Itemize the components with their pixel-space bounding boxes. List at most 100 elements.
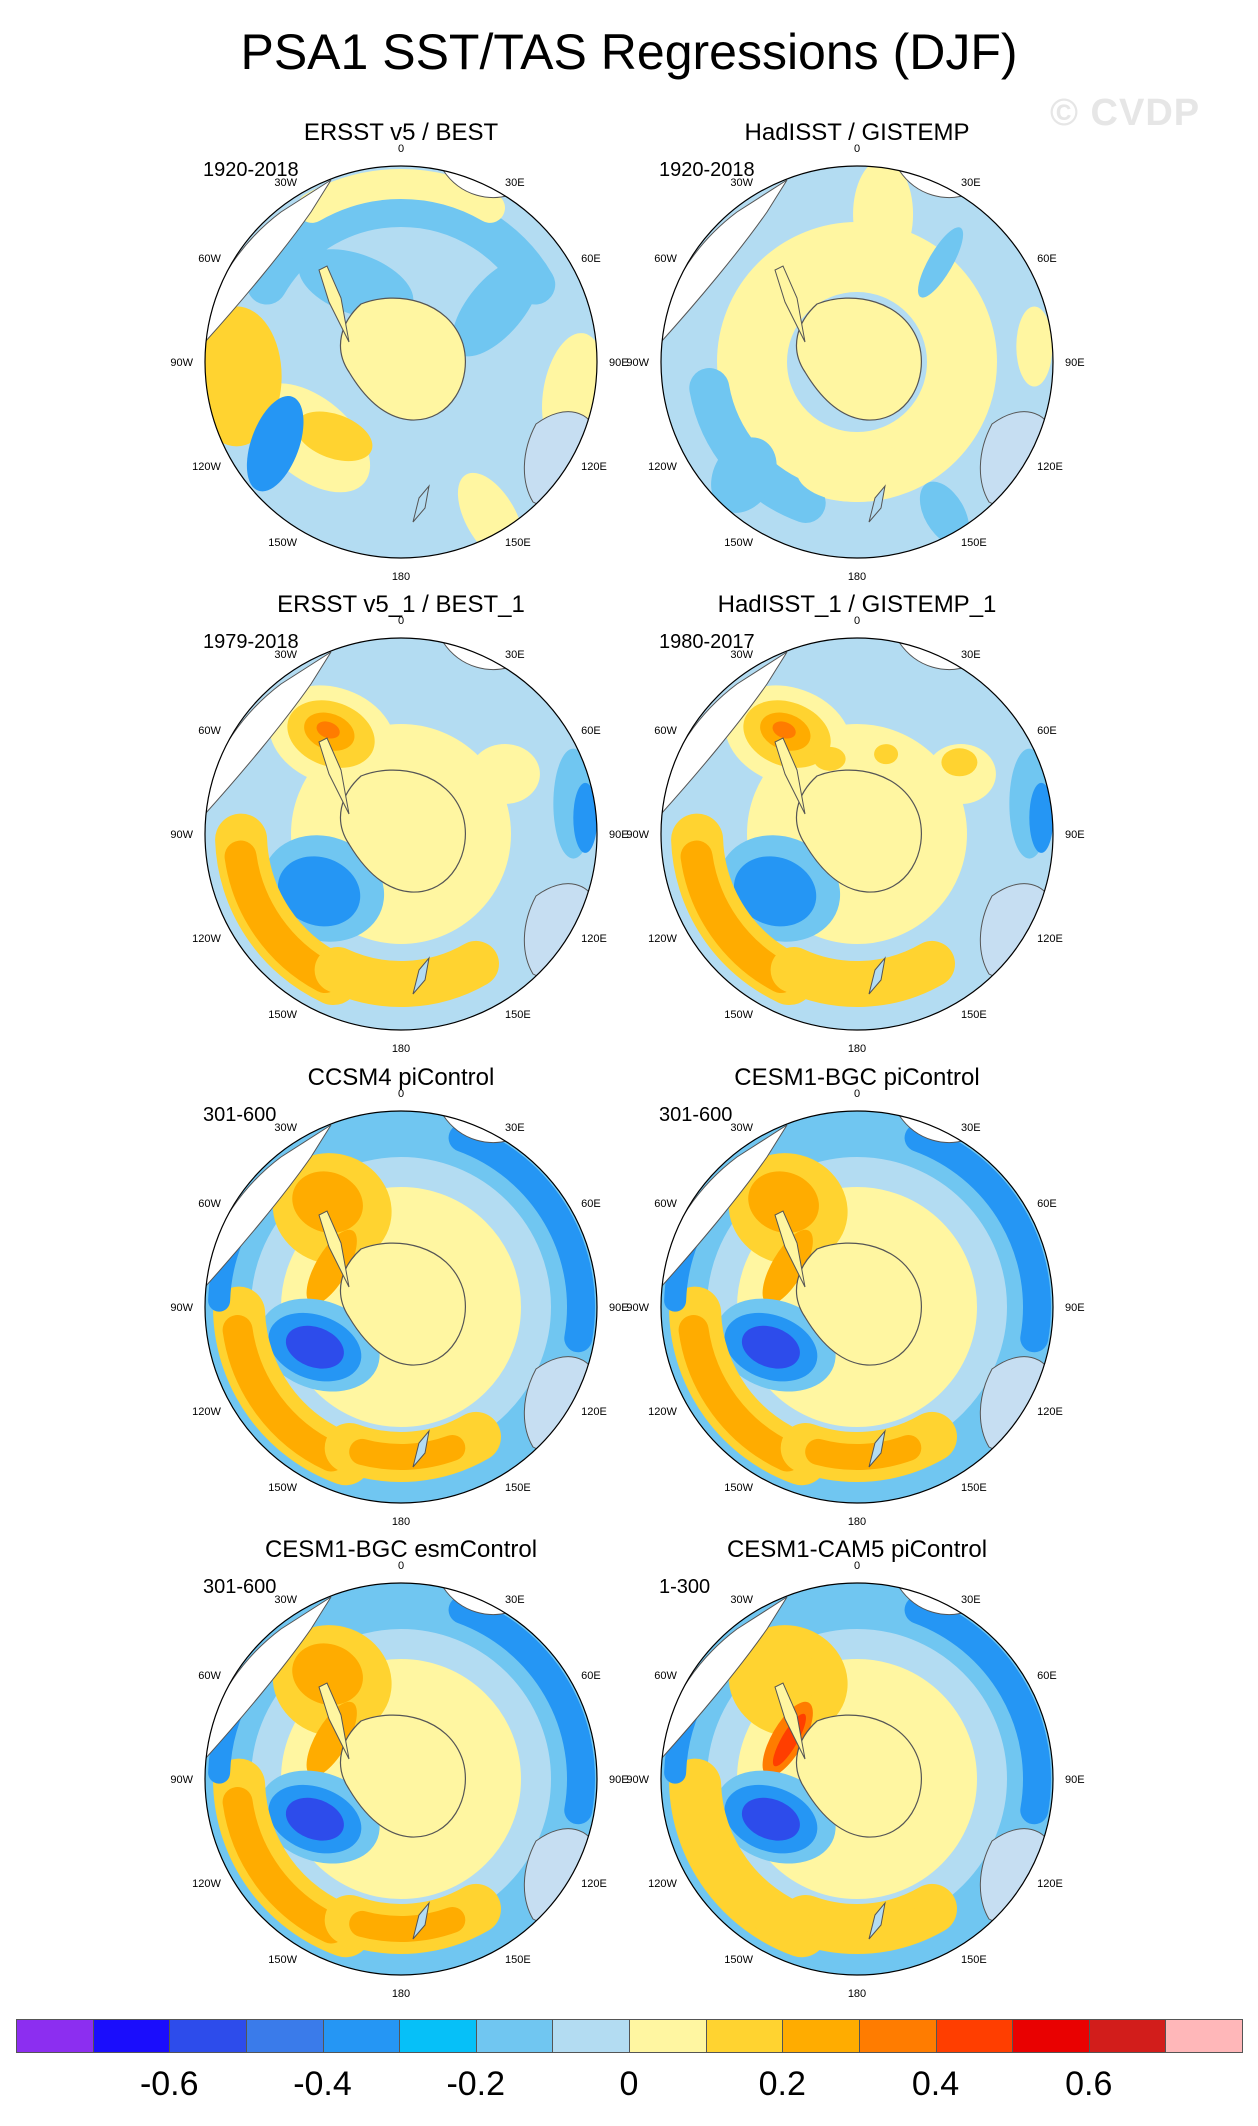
longitude-label: 30W bbox=[274, 177, 297, 189]
warm-anomaly bbox=[205, 306, 282, 447]
longitude-label: 30W bbox=[730, 1594, 753, 1606]
warm-arc bbox=[770, 940, 955, 1007]
longitude-label: 60W bbox=[654, 253, 677, 265]
panel-title: CESM1-CAM5 piControl bbox=[726, 1536, 988, 1563]
longitude-label: 150E bbox=[961, 1954, 987, 1966]
cold-anomaly bbox=[285, 1797, 344, 1841]
map-panel-6: CESM1-BGC piControl 301-600 0 30E 60E 90E 12… bbox=[626, 1063, 1087, 1533]
antarctica bbox=[339, 1714, 466, 1838]
panel-title: CESM1-BGC esmControl bbox=[264, 1536, 538, 1563]
longitude-label: 120W bbox=[192, 461, 221, 473]
antarctic-peninsula bbox=[318, 1210, 350, 1288]
longitude-label: 30E bbox=[505, 649, 525, 661]
longitude-label: 60E bbox=[581, 1670, 601, 1682]
longitude-label: 30W bbox=[730, 177, 753, 189]
antarctic-peninsula bbox=[774, 1210, 806, 1288]
longitude-label: 180 bbox=[848, 1516, 866, 1528]
colorbar-box bbox=[245, 2019, 324, 2053]
polar-map: 0 30E 60E 90E 120E 150E 180 150W 120W 90W 60W 30W bbox=[626, 615, 1084, 1055]
cold-anomaly bbox=[573, 782, 597, 853]
longitude-label: 60W bbox=[198, 253, 221, 265]
longitude-label: 30W bbox=[274, 1122, 297, 1134]
warm-anomaly bbox=[748, 1171, 819, 1233]
longitude-label: 60E bbox=[581, 725, 601, 737]
polar-map: 0 30E 60E 90E 120E 150E 180 150W 120W 90W 60W 30W bbox=[170, 1088, 628, 1528]
longitude-label: 150E bbox=[961, 1482, 987, 1494]
antarctic-peninsula bbox=[318, 1682, 350, 1760]
longitude-label: 90W bbox=[170, 1302, 193, 1314]
polar-map: 0 30E 60E 90E 120E 150E 180 150W 120W 90W 60W 30W bbox=[626, 1560, 1084, 2000]
panel-period: 1980-2017 bbox=[659, 631, 755, 653]
longitude-label: 150W bbox=[724, 1482, 753, 1494]
map-border bbox=[660, 1110, 1054, 1504]
longitude-label: 150E bbox=[961, 537, 987, 549]
longitude-label: 180 bbox=[848, 571, 866, 583]
warm-anomaly bbox=[295, 411, 373, 462]
longitude-label: 120E bbox=[1037, 461, 1063, 473]
warm-arc bbox=[678, 1314, 803, 1472]
longitude-label: 120E bbox=[581, 933, 607, 945]
map-border bbox=[660, 1582, 1054, 1976]
map-field bbox=[661, 166, 1053, 558]
colorbar-box bbox=[705, 2019, 784, 2053]
colorbar-box bbox=[16, 2019, 94, 2053]
longitude-label: 150E bbox=[505, 1009, 531, 1021]
longitude-label: 180 bbox=[392, 571, 410, 583]
longitude-label: 60E bbox=[1037, 1198, 1057, 1210]
warm-anomaly bbox=[306, 1701, 357, 1777]
longitude-label: 90W bbox=[626, 1302, 649, 1314]
longitude-label: 30W bbox=[730, 649, 753, 661]
cold-anomaly bbox=[246, 395, 304, 492]
longitude-label: 60W bbox=[654, 725, 677, 737]
cold-arc bbox=[904, 1123, 1051, 1353]
longitude-label: 90E bbox=[609, 357, 629, 369]
colorbar-tick-label: 0.6 bbox=[1065, 2065, 1113, 2103]
map-field bbox=[205, 1583, 597, 1975]
longitude-label: 30W bbox=[730, 1122, 753, 1134]
longitude-label: 60E bbox=[581, 253, 601, 265]
warm-anomaly bbox=[797, 442, 917, 502]
longitude-label: 60W bbox=[198, 1198, 221, 1210]
longitude-label: 180 bbox=[392, 1988, 410, 2000]
warm-anomaly bbox=[853, 166, 914, 270]
antarctica bbox=[795, 297, 922, 421]
warm-anomaly bbox=[874, 744, 899, 765]
anomaly-band bbox=[246, 187, 556, 305]
longitude-label: 150E bbox=[505, 537, 531, 549]
longitude-label: 90E bbox=[609, 1774, 629, 1786]
longitude-label: 30E bbox=[505, 1594, 525, 1606]
longitude-label: 150W bbox=[268, 537, 297, 549]
new-zealand bbox=[868, 1429, 886, 1468]
antarctica bbox=[795, 1242, 922, 1366]
colorbar-box bbox=[92, 2019, 171, 2053]
longitude-label: 180 bbox=[848, 1988, 866, 2000]
polar-map: 0 30E 60E 90E 120E 150E 180 150W 120W 90W 60W 30W bbox=[170, 143, 629, 583]
longitude-label: 60E bbox=[1037, 1670, 1057, 1682]
longitude-label: 60W bbox=[198, 725, 221, 737]
warm-arc bbox=[349, 1434, 466, 1470]
colorbar-tick-label: 0 bbox=[619, 2065, 639, 2103]
colorbar-box bbox=[475, 2019, 554, 2053]
cold-anomaly bbox=[918, 227, 964, 298]
panel-period: 1-300 bbox=[659, 1576, 711, 1598]
anomaly-ring bbox=[747, 724, 967, 944]
colorbar-box bbox=[1165, 2019, 1243, 2053]
longitude-label: 0 bbox=[854, 615, 860, 627]
warm-anomaly bbox=[748, 1643, 819, 1705]
colorbar-tick-label: 0.2 bbox=[758, 2065, 806, 2103]
map-field bbox=[661, 638, 1053, 1030]
longitude-label: 120W bbox=[192, 933, 221, 945]
map-field bbox=[205, 166, 597, 558]
colorbar-box bbox=[399, 2019, 477, 2053]
map-panel-4: HadISST_1 / GISTEMP_1 1980-2017 0 30E 60E 9… bbox=[626, 590, 1087, 1060]
panel-title: CESM1-BGC piControl bbox=[734, 1064, 980, 1091]
colorbar-box bbox=[552, 2019, 630, 2053]
longitude-label: 120E bbox=[1037, 1878, 1063, 1890]
longitude-label: 90W bbox=[170, 829, 193, 841]
warm-anomaly bbox=[772, 721, 796, 739]
longitude-label: 60W bbox=[654, 1198, 677, 1210]
longitude-label: 150W bbox=[268, 1009, 297, 1021]
cold-anomaly bbox=[711, 437, 777, 513]
watermark: © CVDP bbox=[1050, 92, 1201, 134]
